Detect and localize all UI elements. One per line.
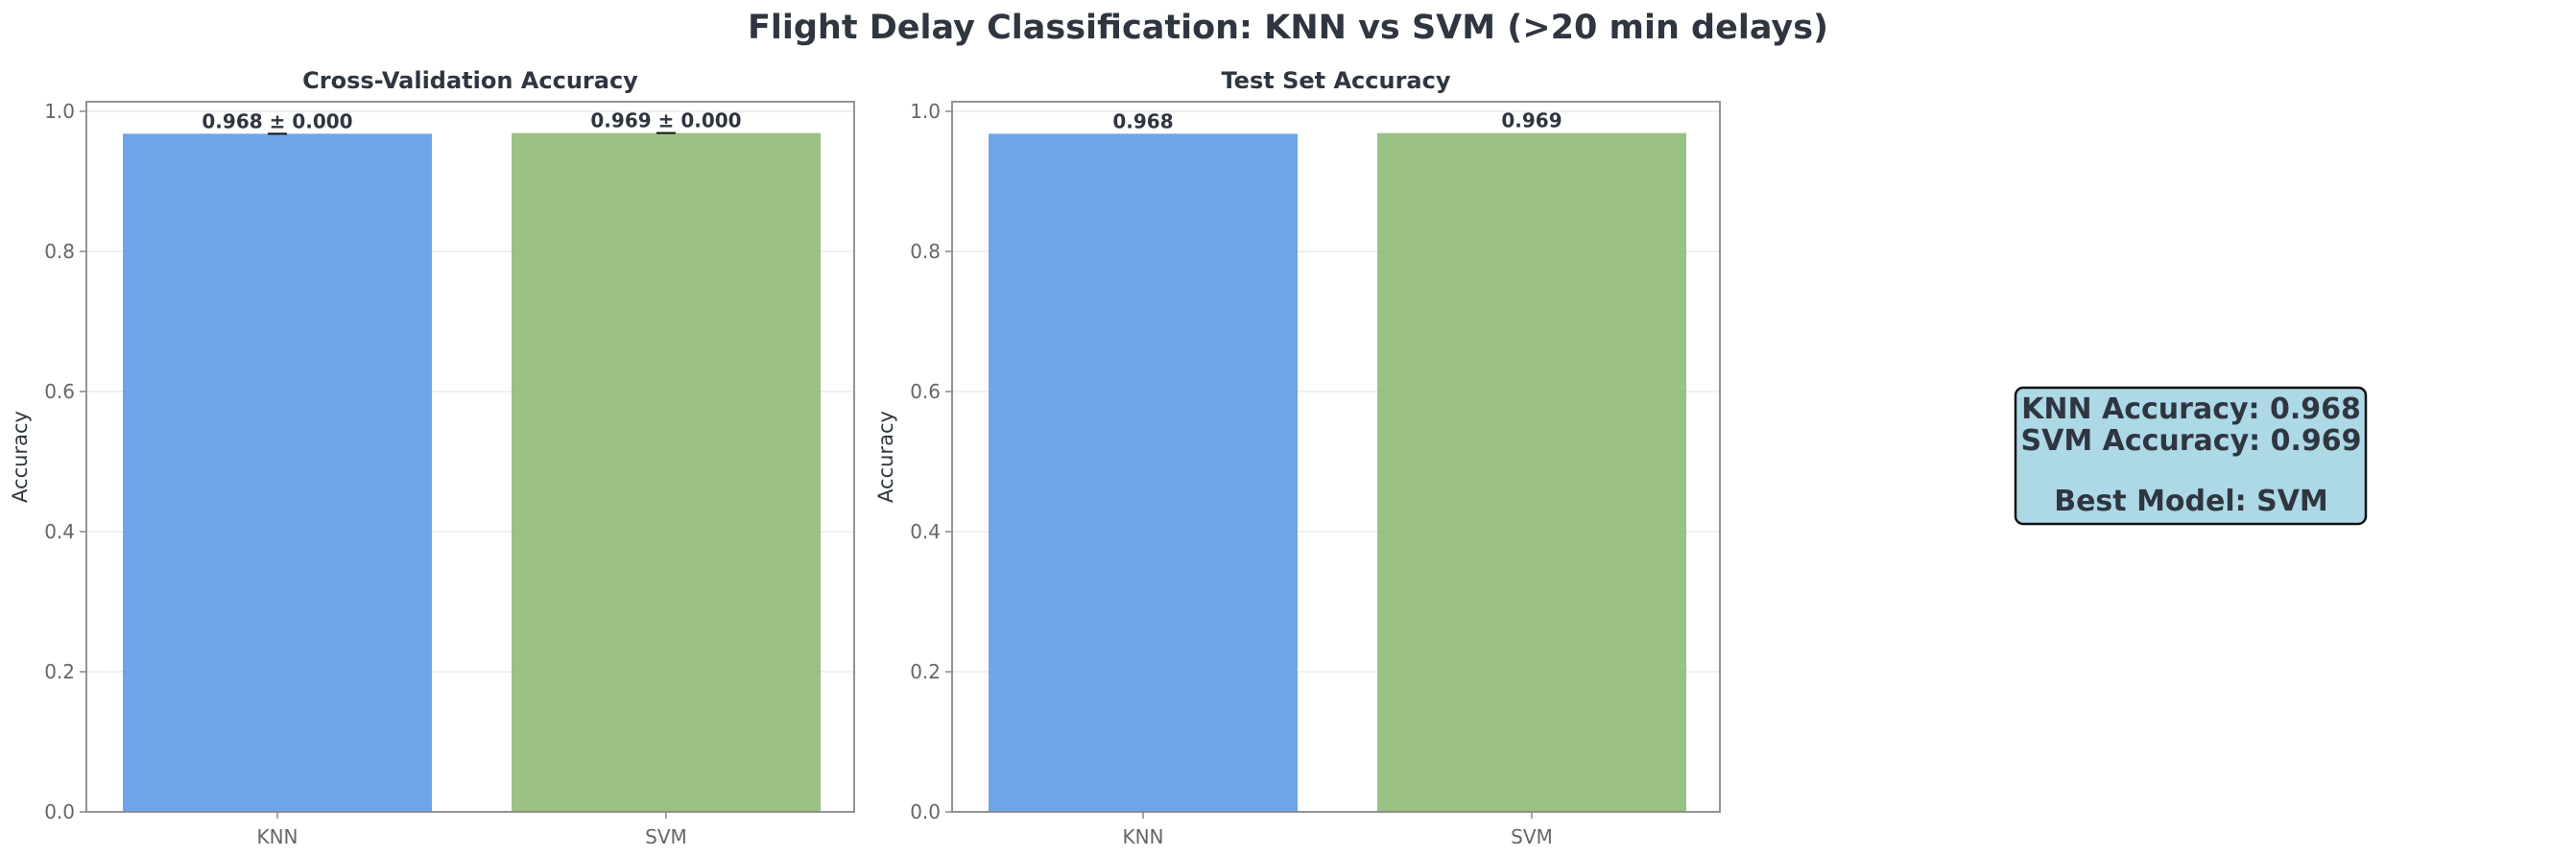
- axes-frame: [951, 101, 1721, 813]
- y-tick-label: 0.2: [44, 660, 75, 683]
- y-tick-label: 0.4: [910, 520, 941, 543]
- y-tick-label: 0.4: [44, 520, 75, 543]
- bar-knn: [989, 133, 1298, 813]
- y-tick-label: 0.6: [44, 380, 75, 403]
- y-axis-label: Accuracy: [874, 411, 897, 503]
- x-tick-label: SVM: [645, 825, 687, 848]
- value-label: 0.968: [1112, 109, 1173, 132]
- panel-title: Cross-Validation Accuracy: [302, 67, 638, 94]
- y-tick-label: 0.2: [910, 660, 941, 683]
- y-tick-label: 0.8: [910, 240, 941, 263]
- figure-title: Flight Delay Classification: KNN vs SVM …: [748, 9, 1828, 47]
- axes-frame: [85, 101, 855, 813]
- value-label: 0.969: [1501, 109, 1562, 132]
- x-tick-label: SVM: [1511, 825, 1553, 848]
- bar-svm: [1377, 132, 1686, 812]
- y-axis-label: Accuracy: [9, 411, 32, 503]
- x-tick-label: KNN: [256, 825, 298, 848]
- cross-validation-panel: Cross-Validation Accuracy 0.0 0.2 0.4 0.6 0.8…: [9, 67, 855, 848]
- y-tick-label: 0.0: [44, 800, 75, 823]
- panel-title: Test Set Accuracy: [1222, 67, 1451, 94]
- y-tick-label: 1.0: [910, 100, 941, 123]
- test-set-panel: Test Set Accuracy 0.0 0.2 0.4 0.6 0.8 1.0 Accur…: [874, 67, 1721, 848]
- summary-line-svm: SVM Accuracy: 0.969: [2021, 424, 2362, 458]
- y-tick-label: 1.0: [44, 100, 75, 123]
- bar-knn: [123, 133, 432, 813]
- x-tick-label: KNN: [1122, 825, 1163, 848]
- summary-box-frame: [2014, 386, 2368, 526]
- value-label: 0.969 ± 0.000: [590, 109, 741, 132]
- y-tick-label: 0.0: [910, 800, 941, 823]
- summary-line-best: Best Model: SVM: [2054, 485, 2328, 518]
- bar-svm: [512, 132, 821, 812]
- summary-line-knn: KNN Accuracy: 0.968: [2021, 392, 2361, 426]
- summary-box: KNN Accuracy: 0.968 SVM Accuracy: 0.969 …: [2014, 386, 2368, 526]
- y-tick-label: 0.6: [910, 380, 941, 403]
- value-label: 0.968 ± 0.000: [202, 109, 352, 132]
- y-tick-label: 0.8: [44, 240, 75, 263]
